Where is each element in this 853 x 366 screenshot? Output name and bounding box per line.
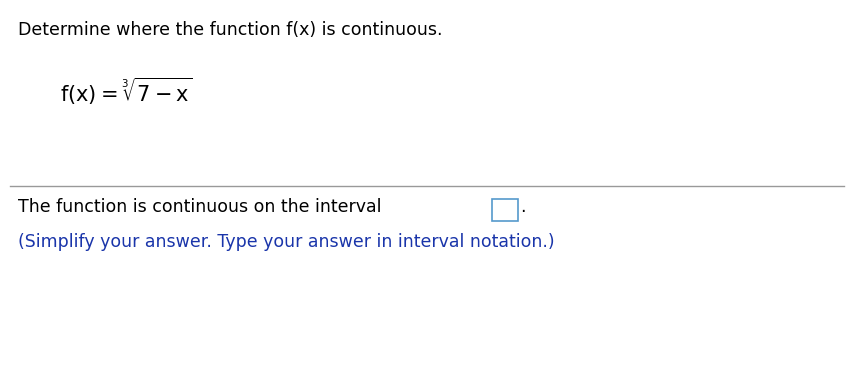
Text: $\mathregular{f(x) = \sqrt[3]{7-x}}$: $\mathregular{f(x) = \sqrt[3]{7-x}}$	[60, 76, 193, 107]
Text: (Simplify your answer. Type your answer in interval notation.): (Simplify your answer. Type your answer …	[18, 233, 554, 251]
Text: .: .	[519, 198, 525, 216]
Text: The function is continuous on the interval: The function is continuous on the interv…	[18, 198, 381, 216]
Bar	[491, 199, 518, 221]
Text: Determine where the function f(x) is continuous.: Determine where the function f(x) is con…	[18, 21, 442, 39]
